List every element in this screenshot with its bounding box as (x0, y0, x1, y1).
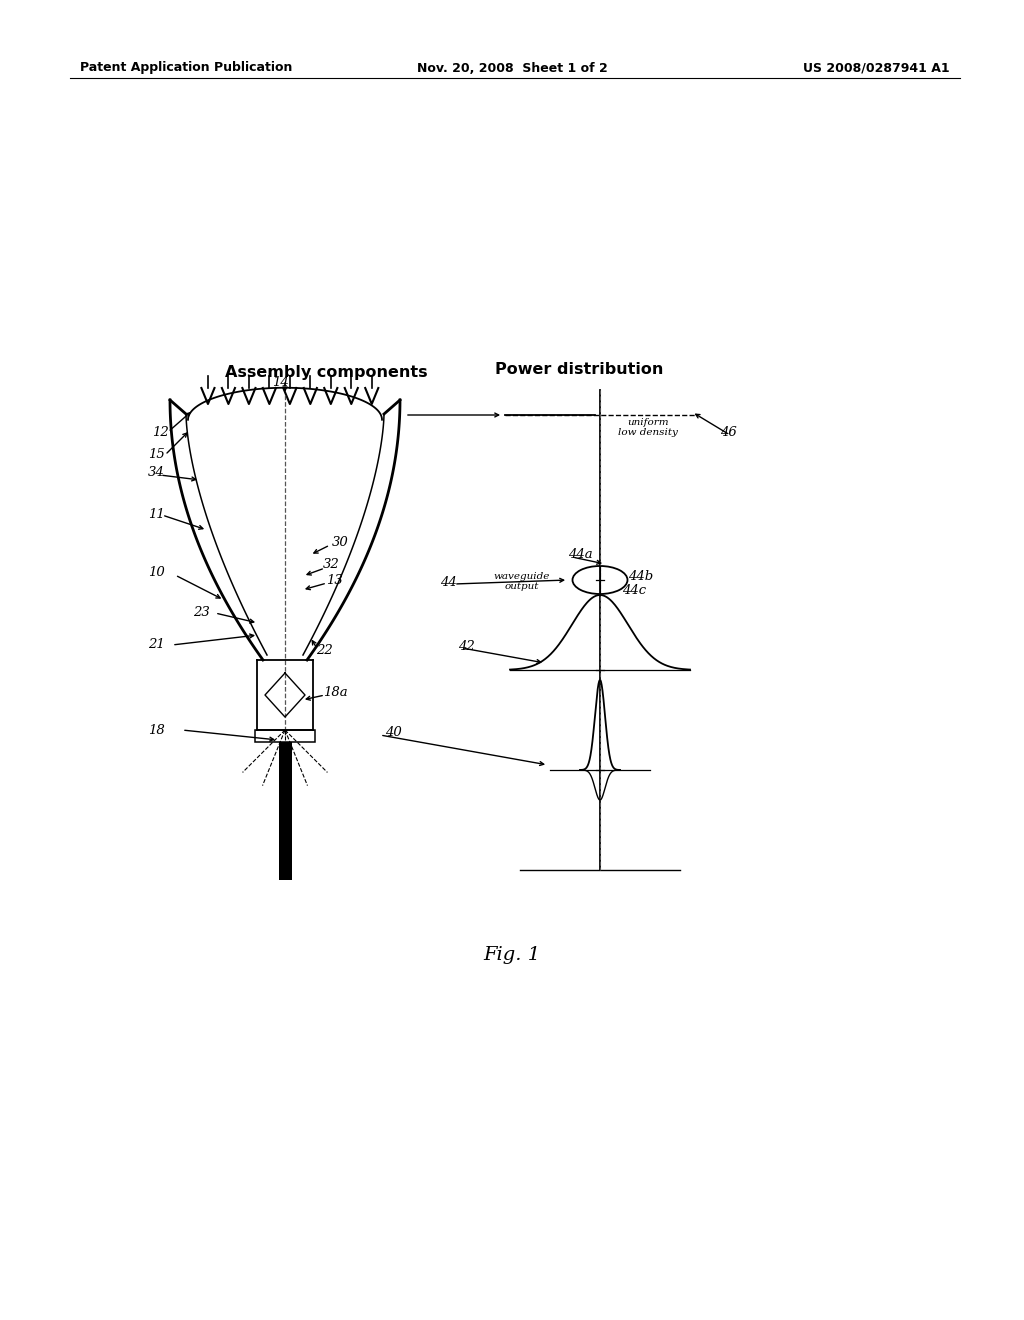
Text: Nov. 20, 2008  Sheet 1 of 2: Nov. 20, 2008 Sheet 1 of 2 (417, 62, 607, 74)
Text: 11: 11 (148, 508, 165, 521)
Text: 22: 22 (316, 644, 333, 656)
Text: 32: 32 (323, 558, 340, 572)
Text: 12: 12 (152, 425, 169, 438)
Text: 40: 40 (385, 726, 401, 738)
Text: Assembly components: Assembly components (225, 366, 428, 380)
Ellipse shape (572, 566, 628, 594)
Text: 21: 21 (148, 639, 165, 652)
Text: 23: 23 (193, 606, 210, 619)
Text: 10: 10 (148, 566, 165, 579)
Text: 34: 34 (148, 466, 165, 479)
Text: US 2008/0287941 A1: US 2008/0287941 A1 (804, 62, 950, 74)
Text: waveguide
output: waveguide output (494, 572, 550, 591)
Bar (279, 742, 292, 880)
Text: 18a: 18a (323, 686, 347, 700)
Text: 44c: 44c (622, 583, 646, 597)
Bar (255, 730, 315, 742)
Text: 14: 14 (272, 375, 289, 388)
Text: 44b: 44b (628, 570, 653, 583)
Text: 15: 15 (148, 449, 165, 462)
Text: Fig. 1: Fig. 1 (483, 946, 541, 964)
Text: 46: 46 (720, 425, 736, 438)
Text: 42: 42 (458, 639, 475, 652)
Text: 13: 13 (326, 573, 343, 586)
Text: uniform
low density: uniform low density (618, 418, 678, 437)
Text: Power distribution: Power distribution (495, 363, 664, 378)
Text: 30: 30 (332, 536, 349, 549)
Text: 44a: 44a (568, 549, 593, 561)
Text: 18: 18 (148, 723, 165, 737)
Text: 44: 44 (440, 577, 457, 590)
Text: Patent Application Publication: Patent Application Publication (80, 62, 293, 74)
